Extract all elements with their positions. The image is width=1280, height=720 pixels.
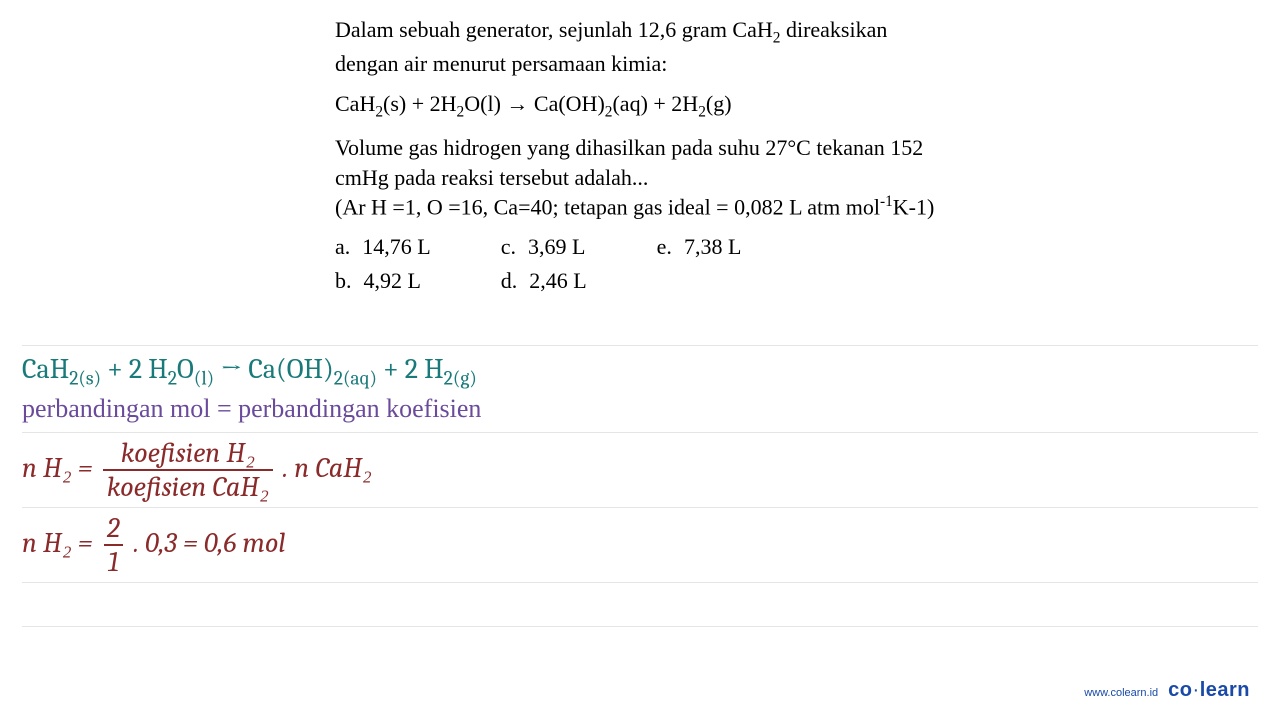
work-empty-line-1 bbox=[22, 582, 1258, 626]
solution-work: CaH2(s) + 2 H2O(l) → Ca(OH)2(aq) + 2 H2(… bbox=[22, 345, 1258, 670]
option-d: d.2,46 L bbox=[501, 266, 587, 296]
question-equation: CaH2(s) + 2H2O(l) → Ca(OH)2(aq) + 2H2(g) bbox=[335, 89, 955, 123]
option-e: e.7,38 L bbox=[657, 232, 742, 262]
work-calc-line: n H₂ = 2 1 . 0,3 = 0,6 mol bbox=[22, 507, 1258, 582]
answer-options: a.14,76 L b.4,92 L c.3,69 L d.2,46 L e.7… bbox=[335, 232, 955, 295]
question-ask: Volume gas hidrogen yang dihasilkan pada… bbox=[335, 133, 955, 222]
option-c: c.3,69 L bbox=[501, 232, 587, 262]
footer: www.colearn.id co·learn bbox=[1084, 679, 1250, 702]
work-equation-line: CaH2(s) + 2 H2O(l) → Ca(OH)2(aq) + 2 H2(… bbox=[22, 345, 1258, 432]
question-intro: Dalam sebuah generator, sejunlah 12,6 gr… bbox=[335, 15, 955, 79]
work-empty-line-2 bbox=[22, 626, 1258, 670]
work-rule: perbandingan mol = perbandingan koefisie… bbox=[22, 394, 481, 423]
work-formula-line: n H₂ = koefisien H₂ koefisien CaH₂ . n C… bbox=[22, 432, 1258, 507]
option-a: a.14,76 L bbox=[335, 232, 431, 262]
footer-url: www.colearn.id bbox=[1084, 687, 1158, 699]
question-block: Dalam sebuah generator, sejunlah 12,6 gr… bbox=[335, 15, 955, 296]
footer-brand: co·learn bbox=[1168, 679, 1250, 702]
option-b: b.4,92 L bbox=[335, 266, 431, 296]
